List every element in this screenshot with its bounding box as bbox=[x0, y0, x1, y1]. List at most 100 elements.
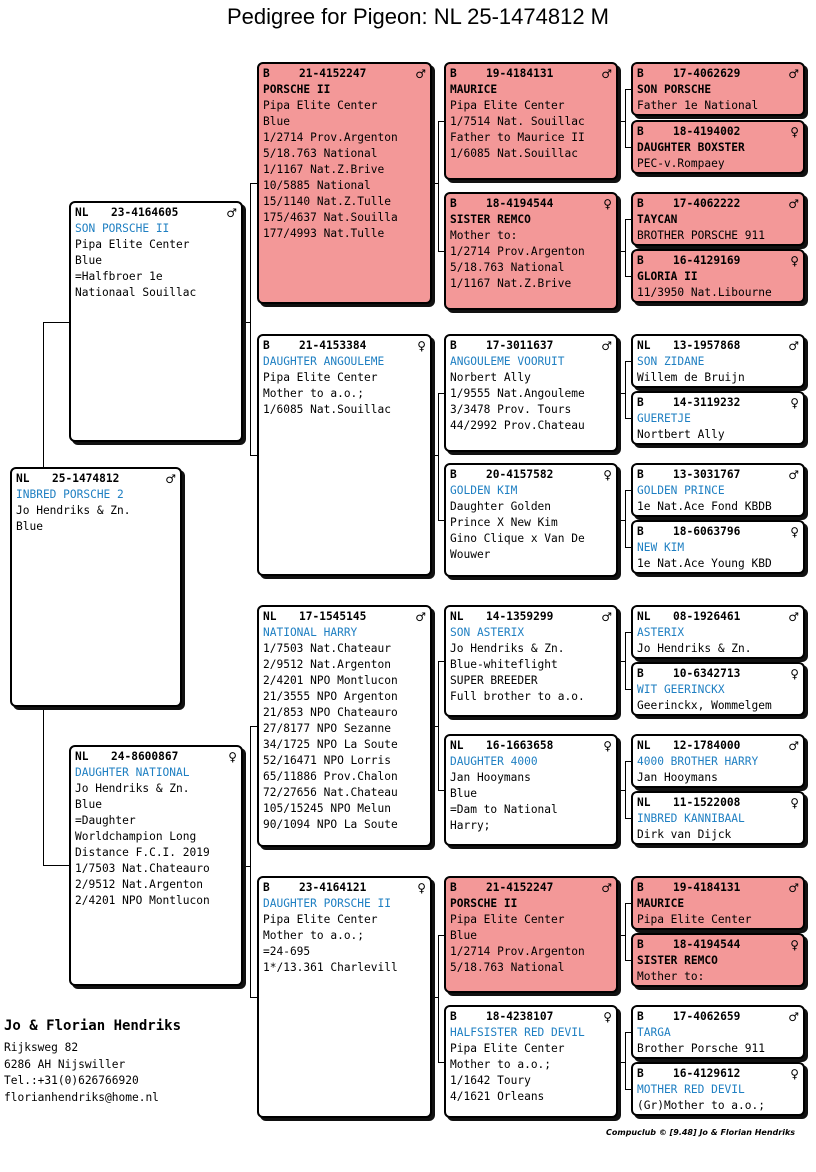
info-line: 21/853 NPO Chateauro bbox=[263, 706, 398, 719]
male-icon: ♂ bbox=[788, 610, 799, 624]
male-icon: ♂ bbox=[788, 881, 799, 895]
country-code: B bbox=[637, 525, 644, 538]
card-header: NL 17-1545145 ♂ bbox=[263, 609, 426, 625]
pigeon-name: MAURICE bbox=[637, 897, 685, 910]
male-icon: ♂ bbox=[788, 468, 799, 482]
pigeon-card: B 21-4152247 ♂ PORSCHE II Pipa Elite Center B… bbox=[257, 62, 432, 304]
connector-line bbox=[250, 726, 257, 727]
info-line: 177/4993 Nat.Tulle bbox=[263, 227, 385, 240]
pigeon-name: TARGA bbox=[637, 1026, 671, 1039]
male-icon: ♂ bbox=[788, 197, 799, 211]
country-code: NL bbox=[16, 472, 30, 485]
country-code: B bbox=[637, 1067, 644, 1080]
ring-number: 14-3119232 bbox=[673, 396, 741, 409]
info-line: =Dam to National bbox=[450, 803, 558, 816]
card-header: B 17-4062222 ♂ bbox=[637, 196, 799, 212]
connector-line bbox=[438, 393, 439, 520]
pigeon-card: NL 25-1474812 ♂ INBRED PORSCHE 2 Jo Hendriks… bbox=[10, 467, 182, 707]
connector-line bbox=[625, 361, 631, 362]
info-line: 1e Nat.Ace Young KBD bbox=[637, 557, 772, 570]
pigeon-card: B 17-4062629 ♂ SON PORSCHE Father 1e Nationa… bbox=[631, 62, 805, 116]
info-line: Father to Maurice II bbox=[450, 131, 585, 144]
pigeon-card: B 17-3011637 ♂ ANGOULEME VOORUIT Norbert All… bbox=[444, 334, 618, 452]
info-line: Pipa Elite Center bbox=[450, 913, 565, 926]
card-header: NL 08-1926461 ♂ bbox=[637, 609, 799, 625]
pigeon-name: SISTER REMCO bbox=[450, 213, 531, 226]
pigeon-name: DAUGHTER ANGOULEME bbox=[263, 355, 385, 368]
info-line: 175/4637 Nat.Souilla bbox=[263, 211, 398, 224]
ring-number: 10-6342713 bbox=[673, 667, 741, 680]
connector-line bbox=[625, 1089, 631, 1090]
pigeon-name: ANGOULEME VOORUIT bbox=[450, 355, 565, 368]
ring-number: 23-4164121 bbox=[299, 881, 367, 894]
info-line: 3/3478 Prov. Tours bbox=[450, 403, 572, 416]
pigeon-card: NL 08-1926461 ♂ ASTERIX Jo Hendriks & Zn. bbox=[631, 605, 805, 659]
connector-line bbox=[438, 934, 439, 1062]
info-line: Prince X New Kim bbox=[450, 516, 558, 529]
pigeon-card: NL 17-1545145 ♂ NATIONAL HARRY 1/7503 Nat.Ch… bbox=[257, 605, 432, 847]
pigeon-name: GLORIA II bbox=[637, 270, 698, 283]
pigeon-name: PORSCHE II bbox=[450, 897, 518, 910]
pigeon-name: GUERETJE bbox=[637, 412, 691, 425]
country-code: NL bbox=[637, 610, 651, 623]
info-line: 65/11886 Prov.Chalon bbox=[263, 770, 398, 783]
pigeon-card: B 16-4129612 ♀ MOTHER RED DEVIL (Gr)Mother t… bbox=[631, 1062, 805, 1116]
info-line: 1*/13.361 Charlevill bbox=[263, 961, 398, 974]
ring-number: 17-3011637 bbox=[486, 339, 554, 352]
connector-line bbox=[625, 1032, 631, 1033]
connector-line bbox=[250, 455, 257, 456]
pigeon-name: PORSCHE II bbox=[263, 83, 331, 96]
info-line: 10/5885 National bbox=[263, 179, 371, 192]
female-icon: ♀ bbox=[417, 881, 426, 895]
connector-line bbox=[432, 997, 438, 998]
connector-line bbox=[618, 121, 625, 122]
female-icon: ♀ bbox=[603, 1010, 612, 1024]
connector-line bbox=[250, 726, 251, 997]
pigeon-name: SISTER REMCO bbox=[637, 954, 718, 967]
connector-line bbox=[43, 322, 44, 467]
info-line: 5/18.763 National bbox=[450, 961, 565, 974]
info-line: 1/1167 Nat.Z.Brive bbox=[450, 277, 572, 290]
info-line: Jo Hendriks & Zn. bbox=[450, 642, 565, 655]
card-header: NL 24-8600867 ♀ bbox=[75, 749, 237, 765]
male-icon: ♂ bbox=[415, 610, 426, 624]
pigeon-name: HALFSISTER RED DEVIL bbox=[450, 1026, 585, 1039]
ring-number: 18-4194002 bbox=[673, 125, 741, 138]
ring-number: 16-4129612 bbox=[673, 1067, 741, 1080]
info-line: Norbert Ally bbox=[450, 371, 531, 384]
ring-number: 16-1663658 bbox=[486, 739, 554, 752]
card-header: NL 11-1522008 ♀ bbox=[637, 795, 799, 811]
info-line: 1/7503 Nat.Chateaur bbox=[263, 642, 391, 655]
connector-line bbox=[618, 790, 625, 791]
info-line: 4/1621 Orleans bbox=[450, 1090, 545, 1103]
info-line: 27/8177 NPO Sezanne bbox=[263, 722, 391, 735]
pigeon-name: 4000 BROTHER HARRY bbox=[637, 755, 759, 768]
country-code: B bbox=[450, 197, 457, 210]
info-line: SUPER BREEDER bbox=[450, 674, 538, 687]
connector-line bbox=[618, 251, 625, 252]
pigeon-name: MAURICE bbox=[450, 83, 498, 96]
info-line: Mother to a.o.; bbox=[450, 1058, 552, 1071]
connector-line bbox=[243, 865, 250, 867]
info-line: 1/6085 Nat.Souillac bbox=[263, 403, 391, 416]
connector-line bbox=[618, 393, 625, 394]
info-line: Daughter Golden bbox=[450, 500, 552, 513]
ring-number: 17-4062629 bbox=[673, 67, 741, 80]
male-icon: ♂ bbox=[165, 472, 176, 486]
info-line: 11/3950 Nat.Libourne bbox=[637, 286, 772, 299]
pigeon-name: SON ZIDANE bbox=[637, 355, 705, 368]
info-line: 90/1094 NPO La Soute bbox=[263, 818, 398, 831]
connector-line bbox=[438, 520, 444, 521]
pigeon-name: DAUGHTER NATIONAL bbox=[75, 766, 190, 779]
pigeon-name: GOLDEN KIM bbox=[450, 484, 518, 497]
pigeon-name: SON PORSCHE II bbox=[75, 222, 170, 235]
male-icon: ♂ bbox=[788, 67, 799, 81]
connector-line bbox=[618, 520, 625, 521]
pigeon-card: B 10-6342713 ♀ WIT GEERINCKX Geerinckx, Womm… bbox=[631, 662, 805, 716]
female-icon: ♀ bbox=[790, 254, 799, 268]
info-line: 2/4201 NPO Montlucon bbox=[263, 674, 398, 687]
info-line: 1/2714 Prov.Argenton bbox=[450, 945, 585, 958]
info-line: Mother to a.o.; bbox=[263, 387, 365, 400]
female-icon: ♀ bbox=[790, 125, 799, 139]
ring-number: 13-1957868 bbox=[673, 339, 741, 352]
